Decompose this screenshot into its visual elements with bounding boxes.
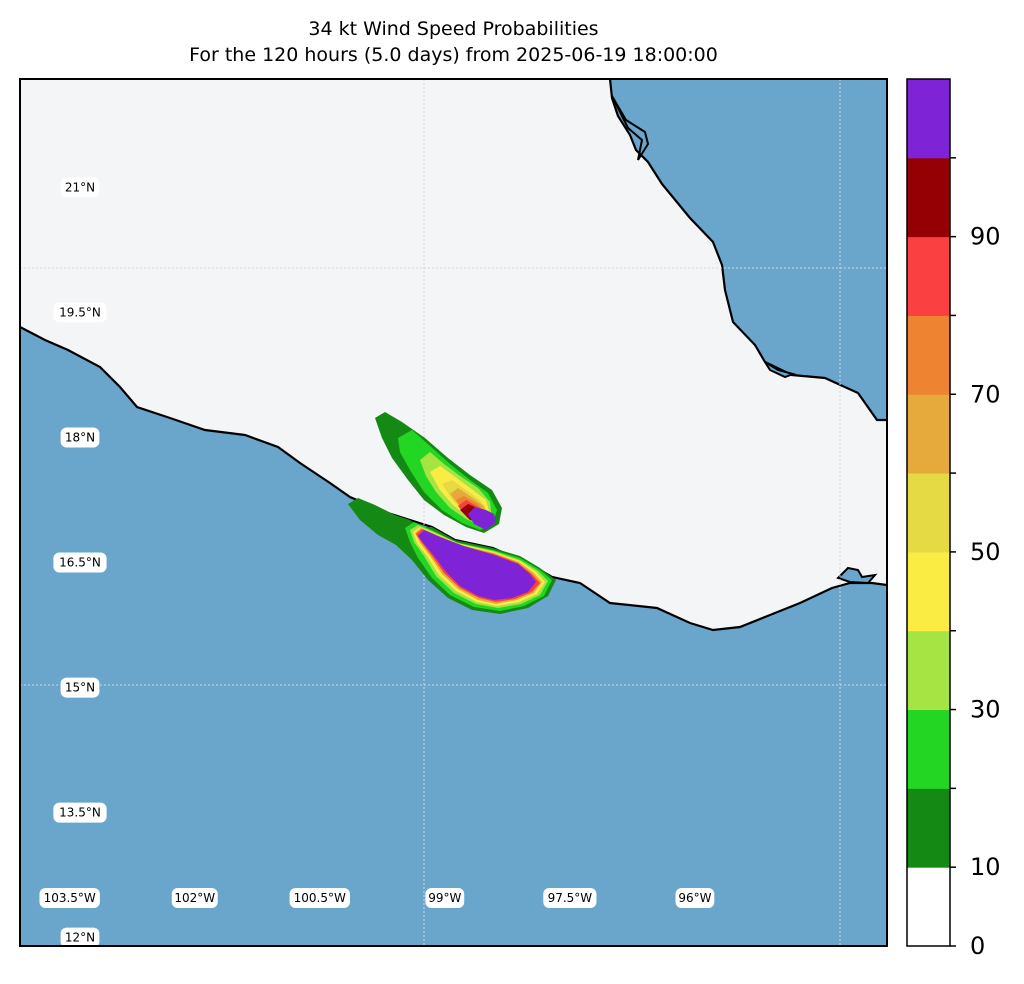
colorbar-ticks: 0 10 30 50 70 90: [950, 157, 1001, 960]
longitude-labels: 103.5°W 102°W 100.5°W 99°W 97.5°W 96°W: [39, 888, 715, 908]
map-subtitle: For the 120 hours (5.0 days) from 2025-0…: [189, 44, 718, 66]
colorbar: [906, 78, 951, 947]
lagoon-tabasco: [764, 361, 797, 379]
lat-label: 15°N: [65, 681, 95, 695]
colorbar-tick-label: 90: [970, 223, 1001, 251]
lon-label: 97.5°W: [548, 891, 593, 905]
gulf-tehuantepec-lagoon: [836, 566, 878, 585]
lat-label-box: [60, 177, 100, 198]
probability-swath-inland: [375, 412, 502, 533]
lon-label-box: [289, 888, 350, 908]
colorbar-frame: [906, 78, 951, 947]
colorbar-segment: [907, 630, 950, 711]
lon-label: 103.5°W: [44, 891, 96, 905]
lat-label-box: [60, 427, 100, 448]
lon-label: 96°W: [678, 891, 711, 905]
land-mexico: [20, 79, 887, 630]
gulf-coastline: [608, 79, 887, 422]
lat-label: 13.5°N: [59, 806, 101, 820]
lat-label-box: [60, 927, 100, 946]
latitude-labels: 21°N 19.5°N 18°N 16.5°N 15°N 13.5°N 12°N: [53, 177, 107, 946]
colorbar-segment: [907, 551, 950, 632]
probability-swath-offshore: [348, 498, 556, 614]
lat-label: 12°N: [65, 931, 95, 945]
lat-label: 16.5°N: [59, 556, 101, 570]
lon-label: 100.5°W: [294, 891, 346, 905]
lon-label-box: [39, 888, 100, 908]
map-area: 21°N 19.5°N 18°N 16.5°N 15°N 13.5°N 12°N 103.5…: [20, 79, 887, 946]
lon-label-box: [425, 888, 465, 908]
colorbar-tick-label: 30: [970, 696, 1001, 724]
colorbar-segment: [907, 394, 950, 474]
lat-label: 18°N: [65, 430, 95, 444]
lagoon-coast: [611, 95, 650, 161]
colorbar-segment: [907, 79, 950, 159]
colorbar-segment: [907, 157, 950, 238]
lat-label-box: [53, 302, 107, 323]
lon-label: 102°W: [174, 891, 215, 905]
map-title: 34 kt Wind Speed Probabilities: [308, 18, 599, 40]
colorbar-segment: [907, 709, 950, 789]
lat-label: 21°N: [65, 180, 95, 194]
map-frame: [19, 78, 888, 947]
lon-label: 99°W: [428, 891, 461, 905]
lon-label-box: [543, 888, 597, 908]
colorbar-segment: [907, 315, 950, 395]
colorbar-segment: [907, 473, 950, 553]
lat-label: 19.5°N: [59, 305, 101, 319]
lat-label-box: [60, 677, 100, 698]
colorbar-tick-label: 10: [970, 853, 1001, 881]
colorbar-segment: [907, 788, 950, 868]
lon-label-box: [171, 888, 218, 908]
lat-label-box: [53, 802, 107, 823]
colorbar-tick-label: 70: [970, 380, 1001, 408]
colorbar-tick-label: 0: [970, 932, 985, 960]
lon-label-box: [675, 888, 715, 908]
lat-label-box: [53, 552, 107, 573]
gridlines: [20, 79, 887, 946]
colorbar-segment: [907, 236, 950, 316]
colorbar-tick-label: 50: [970, 538, 1001, 566]
colorbar-segment: [907, 867, 950, 947]
